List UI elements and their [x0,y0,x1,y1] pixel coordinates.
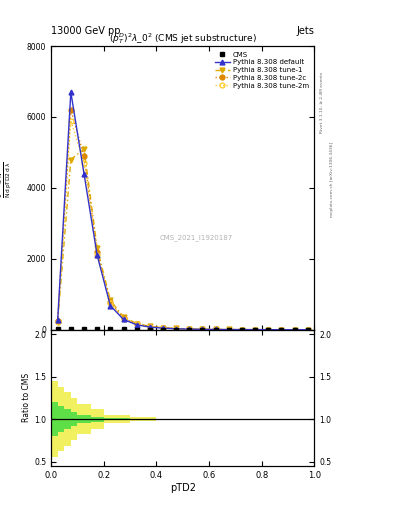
Text: Rivet 3.1.10, ≥ 2.4M events: Rivet 3.1.10, ≥ 2.4M events [320,72,324,133]
Title: $(p_T^D)^2\lambda\_0^2$ (CMS jet substructure): $(p_T^D)^2\lambda\_0^2$ (CMS jet substru… [109,31,257,46]
Text: $\frac{1}{\mathrm{N}}\frac{\mathrm{d}^2\mathrm{N}}{\mathrm{d}\,\mathrm{pTD2}\,\m: $\frac{1}{\mathrm{N}}\frac{\mathrm{d}^2\… [0,161,13,198]
Text: CMS_2021_I1920187: CMS_2021_I1920187 [159,234,233,241]
X-axis label: pTD2: pTD2 [170,482,196,493]
Text: 13000 GeV pp: 13000 GeV pp [51,26,121,36]
Text: Jets: Jets [297,26,314,36]
Y-axis label: Ratio to CMS: Ratio to CMS [22,373,31,422]
Legend: CMS, Pythia 8.308 default, Pythia 8.308 tune-1, Pythia 8.308 tune-2c, Pythia 8.3: CMS, Pythia 8.308 default, Pythia 8.308 … [213,50,311,91]
Text: mcplots.cern.ch [arXiv:1306.3436]: mcplots.cern.ch [arXiv:1306.3436] [330,142,334,217]
